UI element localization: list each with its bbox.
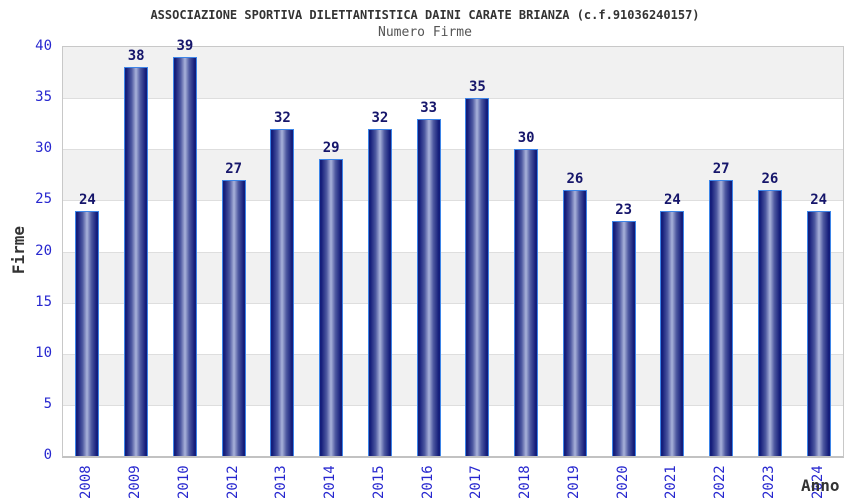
- bar-value-label: 27: [225, 160, 243, 177]
- x-tick-label: 2009: [127, 465, 144, 499]
- bar-value-label: 24: [78, 191, 96, 208]
- bar-value-label: 24: [810, 191, 828, 208]
- bar: [709, 179, 734, 456]
- x-tick-label: 2018: [517, 465, 534, 499]
- x-tick-label: 2020: [614, 465, 631, 499]
- gridline: [63, 149, 843, 151]
- bar-value-label: 23: [615, 201, 633, 218]
- gridline: [63, 251, 843, 253]
- x-tick-label: 2017: [468, 465, 485, 499]
- bar-value-label: 24: [663, 191, 681, 208]
- y-tick-label: 20: [35, 242, 52, 259]
- bar: [757, 190, 782, 456]
- x-tick-label: 2023: [760, 465, 777, 499]
- y-tick-label: 15: [35, 293, 52, 310]
- bar-value-label: 26: [566, 171, 584, 188]
- gridline: [63, 404, 843, 406]
- bar-value-label: 35: [468, 79, 486, 96]
- x-tick-label: 2014: [322, 465, 339, 499]
- bar-value-label: 32: [273, 109, 291, 126]
- x-tick-label: 2013: [273, 465, 290, 499]
- bar-value-label: 29: [322, 140, 340, 157]
- chart-subtitle: Numero Firme: [378, 25, 472, 40]
- bar: [221, 179, 246, 456]
- y-tick-label: 25: [35, 191, 52, 208]
- y-tick-label: 10: [35, 344, 52, 361]
- bar: [416, 118, 441, 456]
- bar: [465, 98, 490, 456]
- bar: [611, 220, 636, 456]
- y-tick-label: 5: [43, 395, 52, 412]
- bar: [806, 210, 831, 456]
- bar-value-label: 27: [712, 160, 730, 177]
- x-tick-label: 2022: [712, 465, 729, 499]
- x-axis-title: Anno: [801, 476, 840, 495]
- bar: [75, 210, 100, 456]
- gridline: [63, 353, 843, 355]
- y-tick-label: 35: [35, 89, 52, 106]
- bar-value-label: 33: [420, 99, 438, 116]
- bar-value-label: 32: [371, 109, 389, 126]
- y-tick-label: 30: [35, 140, 52, 157]
- x-tick-label: 2016: [419, 465, 436, 499]
- x-tick-label: 2019: [565, 465, 582, 499]
- bar-value-label: 26: [761, 171, 779, 188]
- bar-value-label: 38: [127, 48, 145, 65]
- x-tick-label: 2012: [224, 465, 241, 499]
- bar: [514, 149, 539, 456]
- bar: [367, 128, 392, 456]
- x-tick-label: 2008: [78, 465, 95, 499]
- x-tick-label: 2015: [370, 465, 387, 499]
- y-tick-label: 40: [35, 38, 52, 54]
- bar: [270, 128, 295, 456]
- bar-value-label: 30: [517, 130, 535, 147]
- bar: [124, 67, 149, 456]
- bar: [319, 159, 344, 456]
- x-tick-label: 2021: [663, 465, 680, 499]
- gridline: [63, 302, 843, 304]
- bar: [562, 190, 587, 456]
- gridline: [63, 200, 843, 202]
- bar: [660, 210, 685, 456]
- y-tick-label: 0: [43, 447, 52, 463]
- chart-title: ASSOCIAZIONE SPORTIVA DILETTANTISTICA DA…: [150, 8, 700, 22]
- x-tick-label: 2010: [175, 465, 192, 499]
- bar: [172, 57, 197, 456]
- gridline: [63, 98, 843, 100]
- bar-value-label: 39: [176, 38, 194, 55]
- plot-area: 24 38 39 27 32 29 32 33 35 30 26 23 24 27 26 24: [62, 38, 844, 458]
